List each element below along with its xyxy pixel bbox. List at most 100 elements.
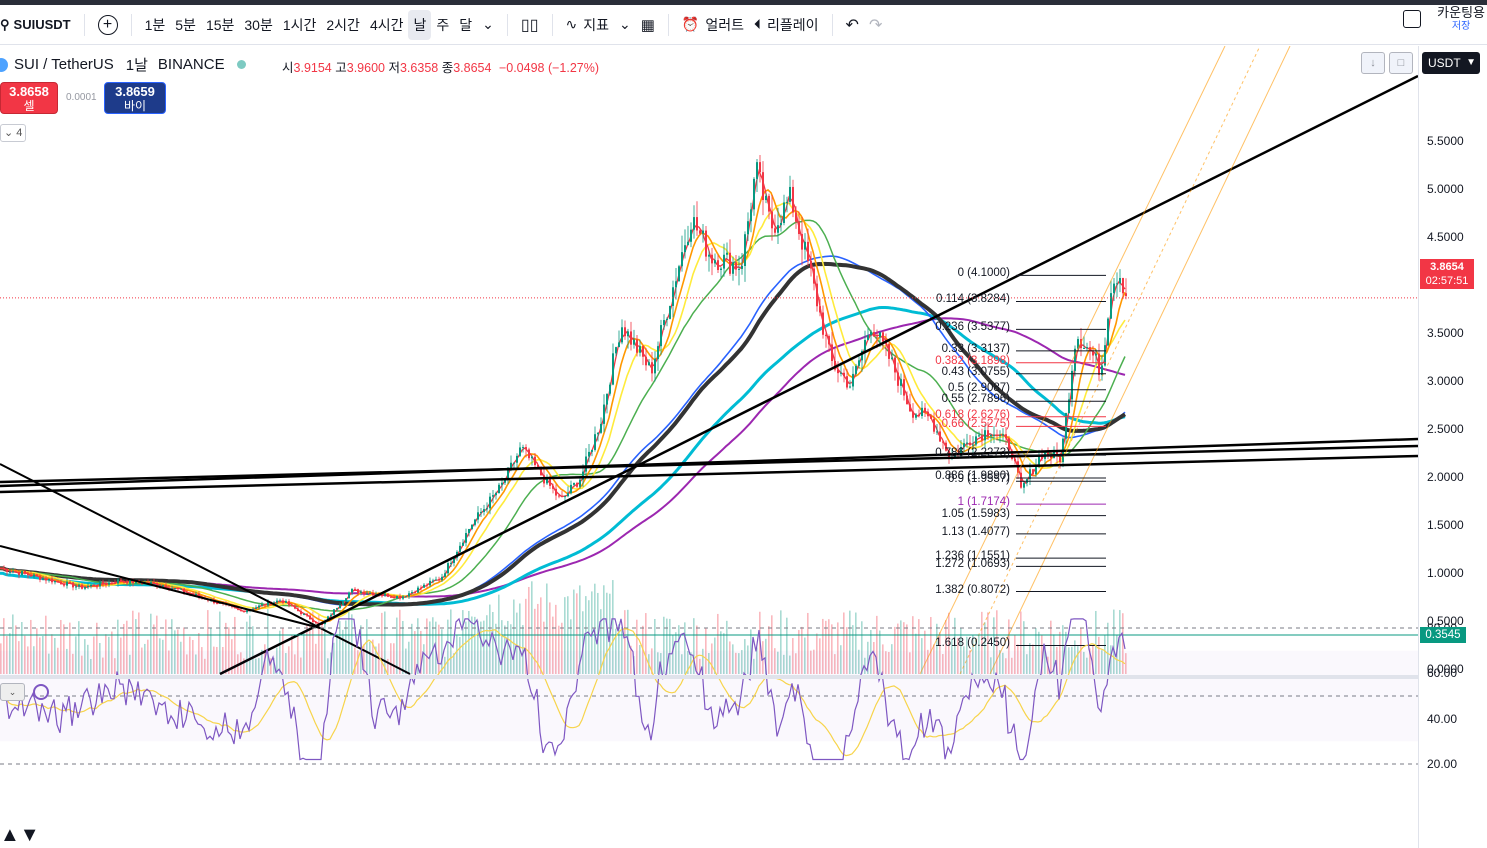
channel-lower-line [989, 46, 1291, 675]
chevron-down-icon: ▼ [1466, 57, 1476, 68]
indicator-count: 4 [16, 127, 23, 139]
volume-bar [288, 646, 290, 674]
candle-body [264, 604, 266, 606]
buy-label: 바이 [123, 99, 147, 113]
volume-bar [408, 641, 410, 674]
interval-5m[interactable]: 5분 [175, 16, 196, 33]
volume-bar [255, 658, 257, 674]
undo-button[interactable]: ↶ [841, 10, 864, 40]
fullscreen-button[interactable]: □ [1389, 52, 1413, 74]
volume-bar [780, 610, 782, 674]
volume-bar [72, 653, 74, 674]
volume-bar [483, 620, 485, 674]
candle-body [351, 588, 353, 593]
interval-1h[interactable]: 1시간 [282, 16, 317, 33]
candle-body [81, 584, 83, 589]
layout-icon[interactable] [1403, 10, 1421, 28]
redo-button[interactable]: ↷ [864, 10, 887, 40]
volume-bar [756, 647, 758, 674]
indicator-templates-dropdown[interactable]: ⌄ [614, 10, 636, 40]
candle-body [276, 600, 278, 603]
volume-bar [321, 625, 323, 674]
candle-body [447, 563, 449, 574]
volume-bar [942, 654, 944, 674]
pane-separator[interactable] [0, 675, 1418, 679]
save-button[interactable]: 카운팅용 저장 [1437, 6, 1485, 34]
volume-bar [411, 623, 413, 674]
candle-body [972, 444, 974, 446]
candle-body [1041, 455, 1043, 459]
interval-4h[interactable]: 4시간 [369, 16, 404, 33]
market-status-dot[interactable] [236, 60, 246, 69]
fib-level-label: 1.13 (1.4077) [941, 525, 1010, 538]
candle-body [474, 519, 476, 525]
interval-2h[interactable]: 2시간 [326, 16, 360, 33]
interval-day[interactable]: 날 [408, 9, 432, 40]
buy-button[interactable]: 3.8659 바이 [104, 82, 166, 114]
price-tick-label: 2.0000 [1427, 470, 1464, 484]
sell-button[interactable]: 3.8658 셀 [0, 82, 58, 114]
candle-body [540, 466, 542, 476]
layout-grid-button[interactable]: ▦ [636, 10, 660, 40]
fib-level-label: 0.382 (3.1898) [935, 354, 1010, 367]
scroll-to-realtime-button[interactable]: ↓ [1361, 52, 1385, 74]
candle-body [897, 372, 899, 386]
indicators-button[interactable]: ∿ 지표 [561, 10, 615, 40]
volume-bar [465, 621, 467, 674]
volume-bar [1077, 646, 1079, 674]
volume-bar [129, 654, 131, 674]
rsi-collapse-button[interactable]: ⌄ [0, 683, 25, 701]
symbol-search-button[interactable]: ⚲ SUIUSDT [0, 10, 76, 40]
candle-body [21, 571, 23, 575]
candle-body [330, 614, 332, 617]
volume-bar [84, 639, 86, 674]
currency-selector[interactable]: USDT ▼ [1422, 52, 1480, 74]
volume-bar [615, 628, 617, 674]
toolbar-divider [130, 13, 132, 36]
alerts-button[interactable]: ⏰ 얼러트 [677, 10, 749, 40]
volume-bar [558, 625, 560, 674]
volume-bar [57, 647, 59, 674]
replay-button[interactable]: ⏴ 리플레이 [749, 10, 824, 40]
price-axis[interactable]: 5.50005.00004.50004.00003.50003.00002.50… [1418, 46, 1487, 848]
candle-body [171, 588, 173, 590]
volume-bar [570, 619, 572, 674]
volume-bar [855, 612, 857, 674]
candle-body [285, 601, 287, 603]
candle-body [1005, 434, 1007, 439]
candle-body [810, 260, 812, 269]
interval-1m[interactable]: 1분 [144, 16, 166, 33]
volume-bar [576, 593, 578, 674]
interval-30m[interactable]: 30분 [244, 16, 273, 33]
fib-level-label: 0 (4.1000) [957, 267, 1010, 280]
volume-bar [891, 644, 893, 674]
chart-type-button[interactable]: ▯▯ [516, 10, 544, 40]
candle-body [864, 339, 866, 351]
candle-body [537, 465, 539, 467]
volume-bar [9, 633, 11, 674]
ohlc-values: 시3.9154 고3.9600 저3.6358 종3.8654 −0.0498 … [282, 57, 599, 76]
volume-bar [702, 648, 704, 674]
candle-body [72, 582, 74, 588]
candle-body [405, 596, 407, 598]
legend-pair[interactable]: SUI / TetherUS [14, 56, 114, 73]
volume-bar [108, 636, 110, 674]
candle-body [390, 596, 392, 598]
indicators-collapse-button[interactable]: ⌄ 4 [0, 124, 26, 142]
volume-bar [729, 641, 731, 674]
volume-bar [246, 621, 248, 674]
candle-body [444, 573, 446, 577]
add-symbol-button[interactable]: + [93, 10, 123, 40]
volume-bar [1032, 644, 1034, 674]
chart-canvas[interactable] [0, 46, 1418, 848]
price-tick-label: 4.5000 [1427, 230, 1464, 244]
interval-week[interactable]: 주 [436, 16, 450, 33]
interval-15m[interactable]: 15분 [205, 16, 235, 33]
candle-body [1122, 278, 1124, 294]
volume-bar [849, 610, 851, 674]
refresh-icon[interactable] [33, 684, 49, 700]
interval-dropdown[interactable]: ⌄ [477, 10, 499, 40]
volume-bar [69, 622, 71, 674]
interval-month[interactable]: 달 [459, 16, 473, 33]
candle-body [1095, 353, 1097, 356]
